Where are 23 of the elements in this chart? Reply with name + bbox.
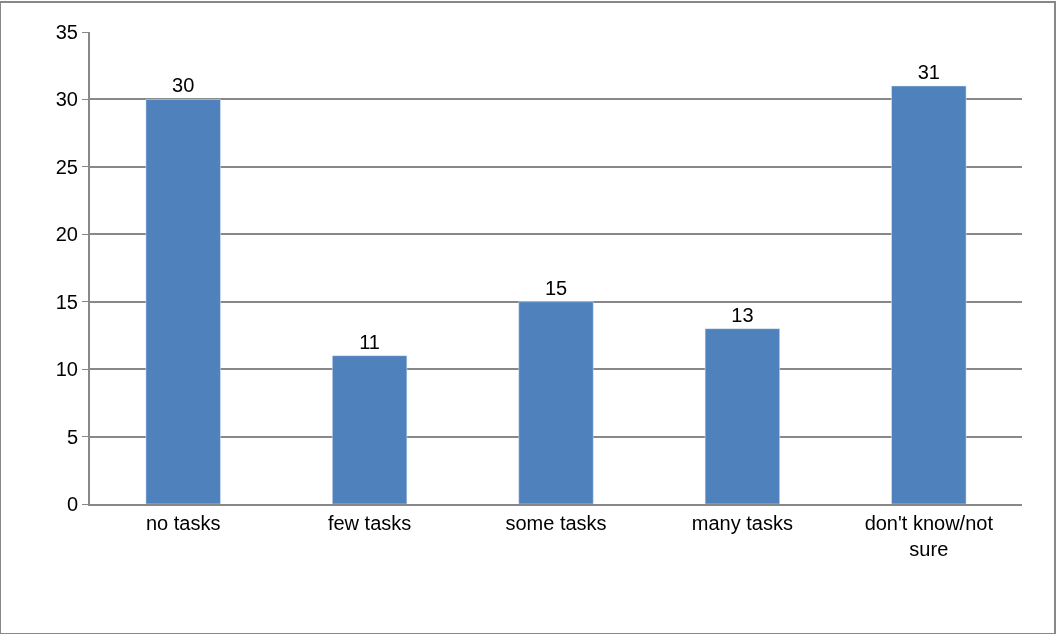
data-label: 30 [172,74,195,97]
y-tick-label: 30 [55,88,78,111]
bar [891,85,967,504]
bar [332,355,408,504]
y-tick-label: 5 [66,425,78,448]
data-label: 11 [359,330,380,353]
data-label: 13 [731,303,754,326]
y-tick-label: 10 [55,358,78,381]
bar [518,301,594,504]
bar [704,328,780,504]
x-tick-label: many tasks [691,512,793,534]
data-label: 15 [544,276,568,299]
y-tick-label: 35 [55,21,78,43]
y-tick-label: 0 [66,493,78,515]
x-tick-label: few tasks [327,512,412,534]
x-tick-label: no tasks [145,512,221,534]
y-tick-label: 20 [55,223,78,246]
data-label: 31 [917,60,940,83]
x-tick-label: don't know/not sure [864,512,994,560]
y-tick-label: 25 [55,155,78,178]
bar [145,99,221,504]
x-tick-label: some tasks [505,512,607,534]
y-tick-label: 15 [55,290,78,313]
